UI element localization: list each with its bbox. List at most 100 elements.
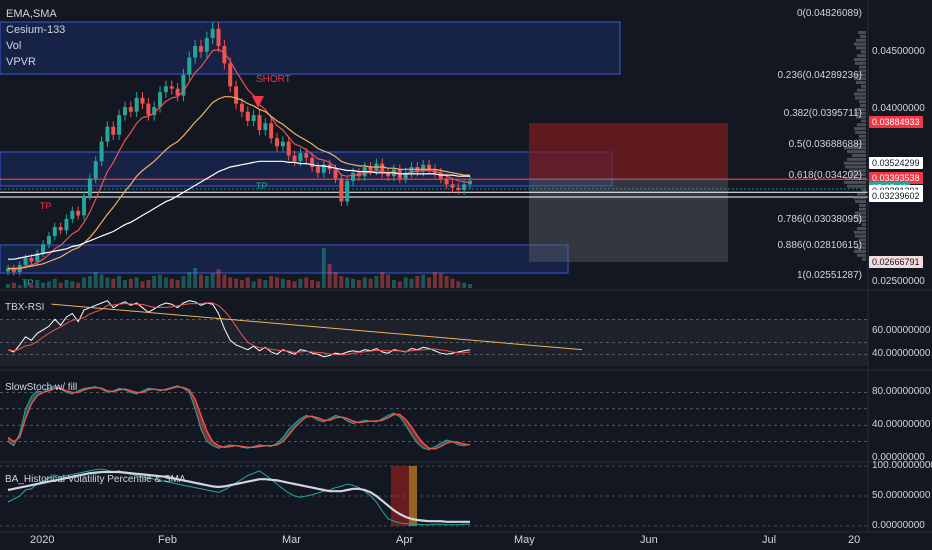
volume-bar <box>128 278 133 288</box>
vpvr-bar <box>855 234 866 238</box>
price-tag: 0.03524299 <box>869 157 923 170</box>
volume-bar <box>76 282 81 288</box>
vpvr-bar <box>857 219 866 223</box>
candle-body <box>99 141 104 162</box>
volume-bar <box>193 268 198 288</box>
stoch-fill <box>195 398 201 430</box>
volume-bar <box>415 276 420 288</box>
legend-cesium[interactable]: Cesium-133 <box>6 24 66 36</box>
volume-bar <box>52 278 57 288</box>
volume-bar <box>210 273 215 288</box>
price-tick: 0.02500000 <box>872 276 925 288</box>
candle-body <box>286 141 291 156</box>
stoch-pane-title[interactable]: SlowStoch w/ fill <box>5 382 78 393</box>
volume-bar <box>6 284 10 288</box>
price-pane[interactable] <box>0 21 868 288</box>
vpvr-bar <box>844 161 866 165</box>
stoch-d-line <box>7 385 471 450</box>
volume-bar <box>310 280 315 288</box>
volume-bar <box>216 269 221 288</box>
volume-bar <box>239 280 244 288</box>
candle-body <box>450 184 455 188</box>
volume-bar <box>351 278 356 288</box>
vpvr-bar <box>852 153 866 157</box>
vpvr-bar <box>859 242 866 246</box>
candle-body <box>269 123 274 139</box>
fib-level-label: 1(0.02551287) <box>796 270 862 282</box>
rsi-pane[interactable] <box>0 300 868 366</box>
candle-body <box>380 163 385 173</box>
short-marker <box>252 96 264 108</box>
vpvr-bar <box>861 119 866 123</box>
price-tag: 0.03393538 <box>869 172 923 185</box>
volume-bar <box>362 277 367 288</box>
candle-body <box>187 57 192 75</box>
candle-body <box>52 226 57 237</box>
rsi-pane-title[interactable]: TBX-RSI <box>5 302 45 313</box>
candle-body <box>193 46 198 58</box>
vpvr-bar <box>855 246 866 250</box>
candle-body <box>444 178 449 185</box>
volume-bar <box>462 282 467 288</box>
candle-body <box>403 172 408 179</box>
vpvr-bar <box>855 107 866 111</box>
vpvr-bar <box>854 57 866 61</box>
fib-level-label: 0(0.04826089) <box>796 8 862 20</box>
short-annotation: SHORT <box>256 74 291 85</box>
hv-tick: 0.00000000 <box>872 520 925 531</box>
candle-body <box>93 161 98 179</box>
vpvr-bar <box>858 31 866 35</box>
vpvr-bar <box>854 111 866 115</box>
candle-body <box>29 258 34 262</box>
ema-fast-line <box>7 48 470 271</box>
candle-body <box>339 178 344 202</box>
vpvr-bar <box>857 88 866 92</box>
vpvr-bar <box>855 73 866 77</box>
fib-level-label: 0.618(0.034202) <box>788 170 862 182</box>
stoch-tick: 0.00000000 <box>872 452 925 463</box>
vpvr-bar <box>854 215 866 219</box>
volume-bar <box>269 276 274 288</box>
stoch-pane[interactable] <box>0 385 868 451</box>
rsi-tick: 60.00000000 <box>872 325 931 336</box>
volume-bar <box>345 277 350 288</box>
hv-pane[interactable] <box>0 465 868 527</box>
price-tick: 0.04500000 <box>872 45 925 57</box>
vpvr-bar <box>854 92 866 96</box>
legend-ema-sma[interactable]: EMA,SMA <box>6 8 57 20</box>
volume-bar <box>380 272 385 288</box>
vpvr-bar <box>861 84 866 88</box>
fib-level-label: 0.382(0.0395711) <box>783 108 862 120</box>
short-risk-box <box>529 123 728 178</box>
volume-bar <box>99 274 104 288</box>
hv-tick: 50.00000000 <box>872 490 931 501</box>
volume-bar <box>234 278 239 288</box>
legend-vol[interactable]: Vol <box>6 40 22 52</box>
candle-body <box>70 210 75 219</box>
volume-bar <box>70 281 75 288</box>
hv-percentile-line <box>7 468 470 526</box>
candle-body <box>152 107 157 116</box>
candle-body <box>140 97 145 104</box>
vpvr-bar <box>859 203 866 207</box>
price-tag: 0.03239602 <box>869 190 923 203</box>
volume-bar <box>41 282 46 288</box>
short-target-box <box>529 178 728 262</box>
legend-vpvr[interactable]: VPVR <box>6 56 36 68</box>
volume-bar <box>175 280 180 288</box>
volume-bar <box>368 278 373 288</box>
volume-bar <box>204 276 209 288</box>
vpvr-bar <box>862 188 866 192</box>
vpvr-bar <box>847 150 866 154</box>
volume-bar <box>152 276 157 288</box>
tp-annotation-low: TP <box>22 278 34 288</box>
hv-pane-title[interactable]: BA_Historical Volatility Percentile & SM… <box>5 474 186 485</box>
stoch-fill <box>440 439 447 447</box>
vpvr-bar <box>860 138 866 142</box>
candle-body <box>46 236 51 245</box>
volume-bar <box>257 278 262 288</box>
volume-bar <box>82 277 87 288</box>
vpvr-bar <box>857 226 866 230</box>
candle-body <box>234 86 239 104</box>
